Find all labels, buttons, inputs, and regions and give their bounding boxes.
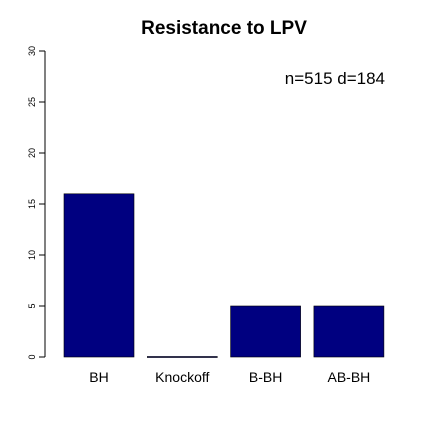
y-tick-label: 10 [27, 250, 37, 260]
x-tick-label: Knockoff [155, 369, 209, 385]
chart-title: Resistance to LPV [141, 18, 307, 39]
bar-bh [63, 193, 135, 358]
chart-annotation: n=515 d=184 [285, 69, 385, 88]
y-tick-label: 30 [27, 46, 37, 56]
bar-knockoff [147, 356, 218, 358]
x-tick-label: AB-BH [328, 369, 371, 385]
x-tick-label: B-BH [249, 369, 282, 385]
y-tick-label: 20 [27, 148, 37, 158]
y-tick-label: 25 [27, 97, 37, 107]
x-axis-labels: BH Knockoff B-BH AB-BH [89, 369, 370, 385]
y-tick-label: 0 [27, 354, 37, 359]
y-axis: 0 5 10 15 20 25 30 [27, 46, 46, 360]
x-tick-label: BH [89, 369, 108, 385]
bar-b-bh [230, 305, 301, 358]
y-tick-label: 5 [27, 303, 37, 308]
bar-ab-bh [313, 305, 385, 358]
y-tick-label: 15 [27, 199, 37, 209]
bars [63, 193, 385, 358]
